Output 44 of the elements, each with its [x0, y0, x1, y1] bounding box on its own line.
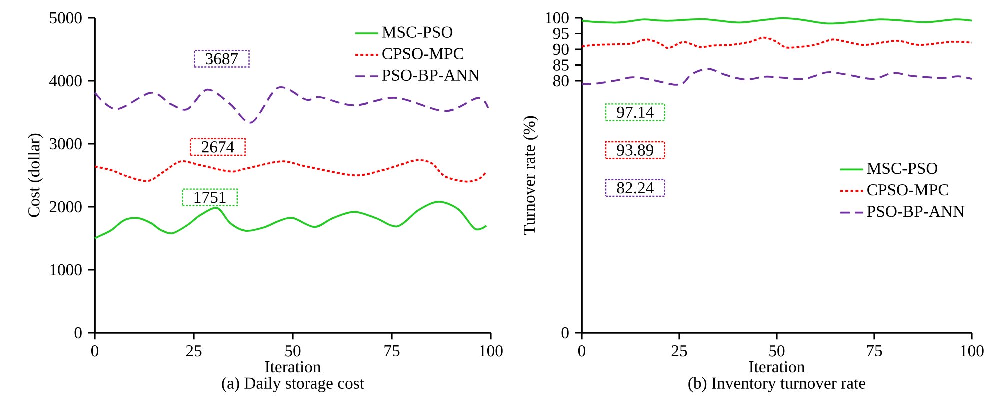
y-tick-label: 95 [553, 28, 569, 40]
line-series [581, 36, 973, 50]
line-series [94, 86, 490, 124]
annotation: 82.24 [617, 182, 654, 194]
x-tick-label: 25 [672, 345, 688, 357]
x-tick-label: 0 [578, 345, 586, 357]
x-tick-label: 25 [186, 345, 202, 357]
annotation: 1751 [194, 192, 226, 204]
y-tick-label: 0 [562, 327, 569, 339]
y-tick-label: 5000 [50, 12, 82, 24]
y-tick-label: 90 [553, 44, 569, 56]
annotation: 97.14 [617, 106, 654, 118]
annotation: 93.89 [617, 144, 654, 156]
y-tick-label: 80 [553, 75, 569, 87]
x-tick-label: 75 [867, 345, 882, 357]
x-axis-title: Iteration [749, 361, 805, 373]
line-series [94, 159, 488, 183]
line-series [581, 68, 973, 86]
legend-label: MSC-PSO [382, 26, 453, 38]
x-tick-label: 50 [770, 345, 785, 357]
y-axis-title: Turnover rate (%) [523, 116, 538, 236]
y-tick-label: 2000 [50, 201, 82, 213]
y-axis-title: Cost (dollar) [28, 134, 44, 218]
annotation: 2674 [202, 142, 234, 153]
x-tick-label: 75 [384, 345, 400, 357]
legend-label: MSC-PSO [867, 162, 938, 174]
legend-label: PSO-BP-ANN [382, 70, 480, 82]
x-tick-label: 0 [91, 345, 99, 357]
x-axis-title: Iteration [265, 361, 321, 373]
x-tick-label: 50 [286, 345, 301, 357]
text: (a) Daily storage cost [222, 377, 364, 392]
legend-label: PSO-BP-ANN [867, 206, 965, 218]
y-tick-label: 85 [553, 60, 569, 71]
annotation: 3687 [206, 53, 238, 65]
y-tick-label: 100 [546, 12, 569, 24]
legend-label: CPSO-MPC [868, 184, 948, 196]
y-tick-label: 3000 [50, 138, 82, 150]
x-tick-label: 100 [960, 345, 984, 357]
y-tick-label: 4000 [50, 75, 82, 87]
y-tick-label: 0 [74, 327, 82, 339]
legend-label: CPSO-MPC [382, 48, 464, 60]
text: (b) Inventory turnover rate [688, 377, 866, 392]
y-tick-label: 1000 [50, 264, 82, 276]
x-tick-label: 100 [480, 345, 503, 357]
